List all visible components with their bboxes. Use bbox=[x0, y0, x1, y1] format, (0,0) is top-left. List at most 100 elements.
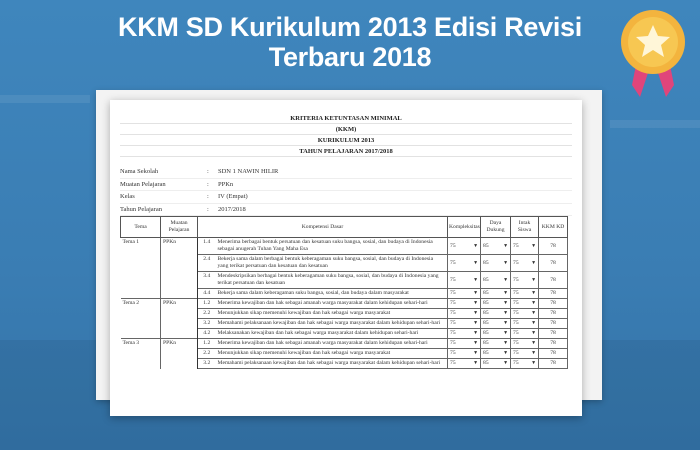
kompleksitas-select[interactable]: 75 ▼ bbox=[447, 308, 482, 319]
kompleksitas-value: 75 bbox=[450, 242, 456, 249]
intak-siswa-value: 75 bbox=[513, 340, 519, 346]
dropdown-arrow-icon: ▼ bbox=[473, 243, 479, 249]
muatan-cell bbox=[160, 328, 198, 339]
muatan-cell bbox=[160, 288, 198, 299]
dropdown-arrow-icon: ▼ bbox=[473, 260, 479, 266]
kd-number: 3.4 bbox=[197, 271, 216, 289]
muatan-cell: PPKn bbox=[160, 298, 198, 309]
intak-siswa-select[interactable]: 75 ▼ bbox=[510, 358, 540, 369]
kd-number: 4.4 bbox=[197, 288, 216, 299]
dropdown-arrow-icon: ▼ bbox=[503, 260, 509, 266]
star-medal-icon bbox=[621, 10, 685, 97]
col-kompetensi-dasar: Kompetensi Dasar bbox=[196, 216, 449, 238]
daya-dukung-select[interactable]: 85 ▼ bbox=[480, 298, 512, 309]
info-row: Muatan Pelajaran: PPKn bbox=[120, 179, 572, 191]
kompleksitas-select[interactable]: 75 ▼ bbox=[447, 348, 482, 359]
intak-siswa-select[interactable]: 75 ▼ bbox=[510, 237, 540, 255]
dropdown-arrow-icon: ▼ bbox=[473, 341, 479, 346]
daya-dukung-select[interactable]: 85 ▼ bbox=[480, 358, 512, 369]
kompleksitas-select[interactable]: 75 ▼ bbox=[447, 237, 482, 255]
intak-siswa-select[interactable]: 75 ▼ bbox=[510, 288, 540, 299]
intak-siswa-select[interactable]: 75 ▼ bbox=[510, 298, 540, 309]
kd-text: Bekerja sama dalam keberagaman suku bang… bbox=[215, 288, 448, 299]
dropdown-arrow-icon: ▼ bbox=[503, 351, 509, 356]
intak-siswa-value: 75 bbox=[513, 300, 519, 306]
kd-text: Menerima berbagai bentuk persatuan dan k… bbox=[215, 237, 448, 255]
muatan-cell bbox=[160, 308, 198, 319]
table-row: Tema 1 PPKn 1.4 Menerima berbagai bentuk pe… bbox=[120, 237, 569, 255]
intak-siswa-select[interactable]: 75 ▼ bbox=[510, 271, 540, 289]
daya-dukung-select[interactable]: 85 ▼ bbox=[480, 271, 512, 289]
info-row: Nama Sekolah: SDN 1 NAWIN HILIR bbox=[120, 166, 572, 179]
dropdown-arrow-icon: ▼ bbox=[473, 321, 479, 326]
tema-cell bbox=[120, 254, 161, 272]
daya-dukung-select[interactable]: 85 ▼ bbox=[480, 338, 512, 349]
intak-siswa-select[interactable]: 75 ▼ bbox=[510, 318, 540, 329]
col-tema: Tema bbox=[120, 216, 161, 238]
tema-cell bbox=[120, 348, 161, 359]
kompleksitas-select[interactable]: 75 ▼ bbox=[447, 318, 482, 329]
kd-number: 1.2 bbox=[197, 338, 216, 349]
kd-text: Menerima kewajiban dan hak sebagai amana… bbox=[215, 338, 448, 349]
kompleksitas-value: 75 bbox=[450, 320, 456, 326]
dropdown-arrow-icon: ▼ bbox=[473, 291, 479, 296]
info-value: PPKn bbox=[218, 180, 234, 188]
intak-siswa-select[interactable]: 75 ▼ bbox=[510, 254, 540, 272]
daya-dukung-select[interactable]: 85 ▼ bbox=[480, 318, 512, 329]
col-kkm-kd: KKM KD bbox=[538, 216, 569, 238]
tema-cell bbox=[120, 308, 161, 319]
intak-siswa-value: 75 bbox=[513, 350, 519, 356]
kkm-document: KRITERIA KETUNTASAN MINIMAL (KKM) KURIKU… bbox=[110, 100, 582, 416]
kkm-kd-value: 78 bbox=[538, 328, 569, 339]
kd-text: Melaksanakan kewajiban dan hak sebagai w… bbox=[215, 328, 448, 339]
background-shelf bbox=[610, 120, 700, 128]
info-separator: : bbox=[207, 205, 209, 213]
kompleksitas-select[interactable]: 75 ▼ bbox=[447, 271, 482, 289]
kkm-kd-value: 78 bbox=[538, 237, 569, 255]
kd-text: Menunjukkan sikap memenuhi kewajiban dan… bbox=[215, 308, 448, 319]
intak-siswa-select[interactable]: 75 ▼ bbox=[510, 328, 540, 339]
intak-siswa-value: 75 bbox=[513, 242, 519, 249]
table-row: 2.2 Menunjukkan sikap memenuhi kewajiban … bbox=[120, 308, 569, 319]
kompleksitas-value: 75 bbox=[450, 300, 456, 306]
title-line-1: KKM SD Kurikulum 2013 Edisi Revisi bbox=[118, 12, 582, 42]
kd-number: 2.4 bbox=[197, 254, 216, 272]
kompleksitas-select[interactable]: 75 ▼ bbox=[447, 358, 482, 369]
daya-dukung-value: 85 bbox=[483, 290, 489, 296]
kompleksitas-select[interactable]: 75 ▼ bbox=[447, 328, 482, 339]
dropdown-arrow-icon: ▼ bbox=[473, 331, 479, 336]
daya-dukung-select[interactable]: 85 ▼ bbox=[480, 237, 512, 255]
kd-number: 1.2 bbox=[197, 298, 216, 309]
kompleksitas-select[interactable]: 75 ▼ bbox=[447, 288, 482, 299]
col-intak-siswa: Intak Siswa bbox=[510, 216, 540, 238]
kompleksitas-value: 75 bbox=[450, 290, 456, 296]
intak-siswa-select[interactable]: 75 ▼ bbox=[510, 338, 540, 349]
info-row: Tahun Pelajaran: 2017/2018 bbox=[120, 204, 572, 216]
col-kompleksitas: Kompleksitas bbox=[447, 216, 482, 238]
table-row: 3.2 Memahami pelaksanaan kewajiban dan ha… bbox=[120, 318, 569, 329]
kd-text: Menerima kewajiban dan hak sebagai amana… bbox=[215, 298, 448, 309]
daya-dukung-value: 85 bbox=[483, 300, 489, 306]
kompleksitas-select[interactable]: 75 ▼ bbox=[447, 338, 482, 349]
daya-dukung-select[interactable]: 85 ▼ bbox=[480, 348, 512, 359]
tema-cell bbox=[120, 288, 161, 299]
kkm-kd-value: 78 bbox=[538, 358, 569, 369]
table-row: Tema 3 PPKn 1.2 Menerima kewajiban dan hak … bbox=[120, 338, 569, 349]
doc-heading-2: (KKM) bbox=[120, 124, 572, 135]
kompleksitas-value: 75 bbox=[450, 330, 456, 336]
intak-siswa-select[interactable]: 75 ▼ bbox=[510, 308, 540, 319]
muatan-cell bbox=[160, 348, 198, 359]
dropdown-arrow-icon: ▼ bbox=[531, 277, 537, 283]
table-row: 4.2 Melaksanakan kewajiban dan hak sebaga… bbox=[120, 328, 569, 339]
daya-dukung-value: 85 bbox=[483, 340, 489, 346]
daya-dukung-select[interactable]: 85 ▼ bbox=[480, 288, 512, 299]
daya-dukung-value: 85 bbox=[483, 350, 489, 356]
muatan-cell bbox=[160, 254, 198, 272]
daya-dukung-select[interactable]: 85 ▼ bbox=[480, 308, 512, 319]
daya-dukung-select[interactable]: 85 ▼ bbox=[480, 254, 512, 272]
kompleksitas-select[interactable]: 75 ▼ bbox=[447, 254, 482, 272]
muatan-cell bbox=[160, 358, 198, 369]
kompleksitas-select[interactable]: 75 ▼ bbox=[447, 298, 482, 309]
daya-dukung-select[interactable]: 85 ▼ bbox=[480, 328, 512, 339]
intak-siswa-select[interactable]: 75 ▼ bbox=[510, 348, 540, 359]
